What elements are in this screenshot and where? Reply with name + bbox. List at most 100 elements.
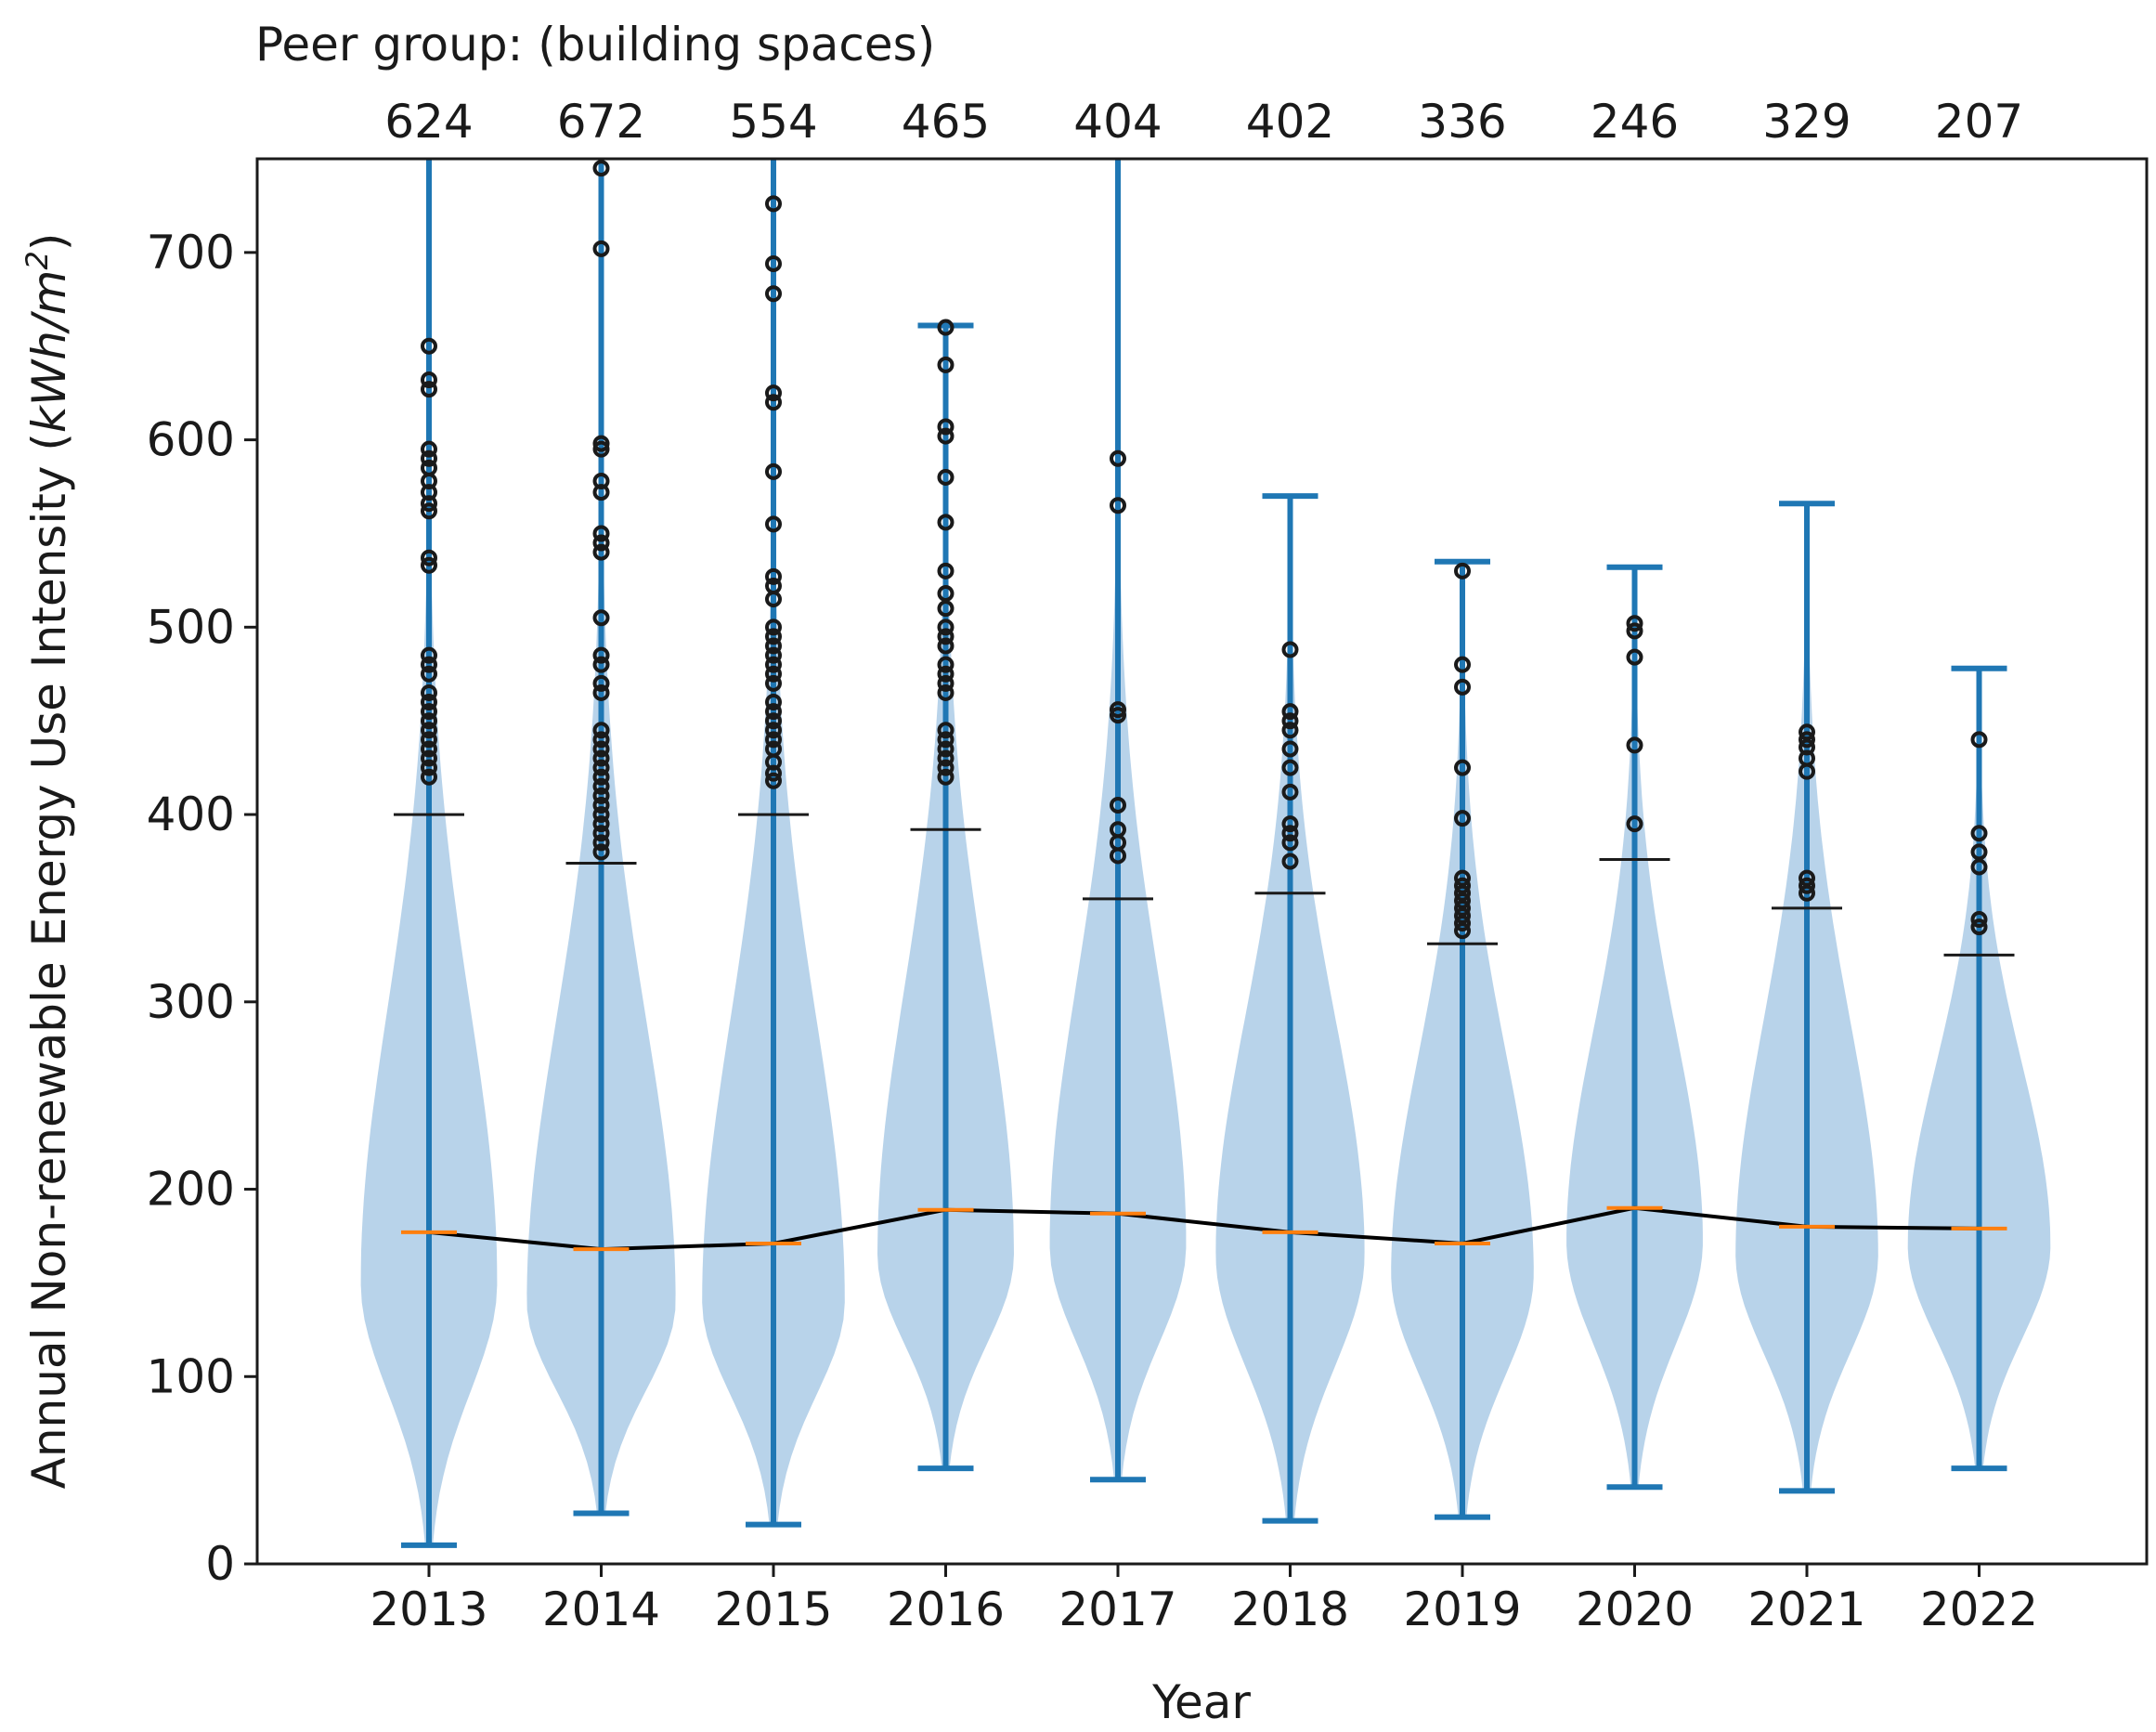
- outlier-2015-3: [765, 740, 782, 758]
- y-tick-label-0: 0: [205, 1537, 235, 1591]
- outlier-2022-4: [1970, 825, 1988, 842]
- peer-count-labels: 624 672 554 465 404 402 336 246 329 207: [384, 95, 2023, 149]
- x-tick-label-2019: 2019: [1403, 1582, 1521, 1636]
- outlier-2016-11: [937, 628, 955, 645]
- peer-count-2021: 329: [1762, 95, 1851, 149]
- outlier-2019-11: [1454, 656, 1471, 673]
- chart-title: Peer group: (building spaces): [255, 18, 935, 72]
- outlier-2017-4: [1110, 707, 1126, 724]
- outlier-2014-10: [592, 749, 610, 767]
- x-tick-label-2017: 2017: [1059, 1582, 1176, 1636]
- outlier-2020-3: [1626, 622, 1643, 640]
- outlier-2013-3: [421, 740, 437, 758]
- outlier-2018-1: [1281, 834, 1299, 852]
- outlier-2014-6: [592, 787, 610, 804]
- outlier-2017-2: [1110, 821, 1126, 839]
- outlier-2013-12: [421, 646, 437, 664]
- outlier-2017-5: [1110, 701, 1126, 719]
- y-tick-label-400: 400: [147, 788, 235, 841]
- outlier-2021-7: [1799, 723, 1815, 741]
- peer-count-2019: 336: [1418, 95, 1506, 149]
- outlier-2015-9: [765, 674, 782, 692]
- outlier-2015-0: [765, 772, 782, 789]
- outlier-2015-25: [765, 195, 782, 213]
- outlier-2013-19: [421, 459, 437, 476]
- outlier-2016-9: [937, 656, 955, 673]
- y-axis-label: Annual Non-renewable Energy Use Intensit…: [19, 233, 76, 1490]
- outlier-2018-10: [1281, 641, 1299, 658]
- x-tick-label-2020: 2020: [1576, 1582, 1694, 1636]
- outlier-2019-1: [1454, 915, 1471, 932]
- outlier-2013-9: [421, 684, 437, 701]
- outlier-2016-3: [937, 740, 955, 758]
- outlier-2022-1: [1970, 911, 1988, 929]
- y-axis-label-prefix: Annual Non-renewable Energy Use Intensit…: [22, 433, 76, 1489]
- outlier-2015-7: [765, 703, 782, 721]
- outlier-points: [421, 160, 1988, 940]
- outlier-2021-5: [1799, 738, 1815, 756]
- outlier-2014-17: [592, 646, 610, 664]
- x-tick-label-2013: 2013: [370, 1582, 487, 1636]
- outlier-2018-9: [1281, 703, 1299, 721]
- outlier-2013-6: [421, 712, 437, 730]
- outlier-2016-21: [937, 319, 955, 336]
- outlier-2013-0: [421, 768, 437, 786]
- outlier-2018-2: [1281, 825, 1299, 842]
- outlier-2016-19: [937, 418, 955, 436]
- outlier-2018-0: [1281, 853, 1299, 870]
- outlier-2017-7: [1110, 449, 1126, 467]
- outlier-2013-22: [421, 381, 437, 398]
- outlier-2015-17: [765, 577, 782, 594]
- outlier-2014-1: [592, 834, 610, 852]
- y-axis-label-suffix: ): [22, 233, 76, 252]
- y-axis-label-unit-sup: 2: [19, 251, 55, 269]
- outlier-2018-8: [1281, 712, 1299, 730]
- outlier-2013-24: [421, 337, 437, 355]
- x-tick-label-2016: 2016: [887, 1582, 1005, 1636]
- x-axis-label: Year: [1151, 1675, 1251, 1729]
- outlier-2020-4: [1626, 615, 1643, 632]
- outlier-2016-0: [937, 768, 955, 786]
- outlier-2014-0: [592, 843, 610, 861]
- outlier-2014-9: [592, 759, 610, 776]
- peer-count-2018: 402: [1246, 95, 1334, 149]
- outlier-2014-18: [592, 609, 610, 627]
- outlier-2017-3: [1110, 796, 1126, 814]
- outlier-2013-5: [421, 722, 437, 739]
- outlier-2015-8: [765, 694, 782, 711]
- outlier-2014-26: [592, 240, 610, 257]
- peer-count-2013: 624: [384, 95, 473, 149]
- x-tick-label-2022: 2022: [1920, 1582, 2038, 1636]
- outlier-2020-2: [1626, 648, 1643, 666]
- peer-count-2022: 207: [1935, 95, 2023, 149]
- x-axis: 2013 2014 2015 2016 2017 2018 2019 2020 2021 2022: [370, 1564, 2038, 1636]
- outlier-2015-23: [765, 285, 782, 303]
- outlier-2015-20: [765, 462, 782, 480]
- outlier-2016-1: [937, 759, 955, 776]
- outlier-2014-7: [592, 777, 610, 795]
- outlier-2014-8: [592, 768, 610, 786]
- outlier-2019-0: [1454, 922, 1471, 940]
- outlier-2020-0: [1626, 815, 1643, 833]
- outlier-2015-15: [765, 619, 782, 636]
- x-tick-label-2015: 2015: [714, 1582, 832, 1636]
- outlier-2016-14: [937, 585, 955, 603]
- outlier-2019-5: [1454, 884, 1471, 902]
- peer-count-2020: 246: [1591, 95, 1679, 149]
- outlier-2016-8: [937, 665, 955, 683]
- y-tick-label-500: 500: [147, 600, 235, 654]
- outlier-2022-0: [1970, 918, 1988, 936]
- peer-count-2014: 672: [557, 95, 645, 149]
- outlier-2021-6: [1799, 731, 1815, 749]
- outlier-2015-22: [765, 384, 782, 402]
- outlier-2019-12: [1454, 562, 1471, 580]
- outlier-2018-5: [1281, 759, 1299, 776]
- outlier-2020-1: [1626, 736, 1643, 754]
- y-tick-label-300: 300: [147, 975, 235, 1029]
- outlier-2014-16: [592, 656, 610, 673]
- outlier-2014-11: [592, 740, 610, 758]
- outlier-2013-11: [421, 656, 437, 673]
- outlier-2016-13: [937, 600, 955, 618]
- outlier-2015-24: [765, 254, 782, 272]
